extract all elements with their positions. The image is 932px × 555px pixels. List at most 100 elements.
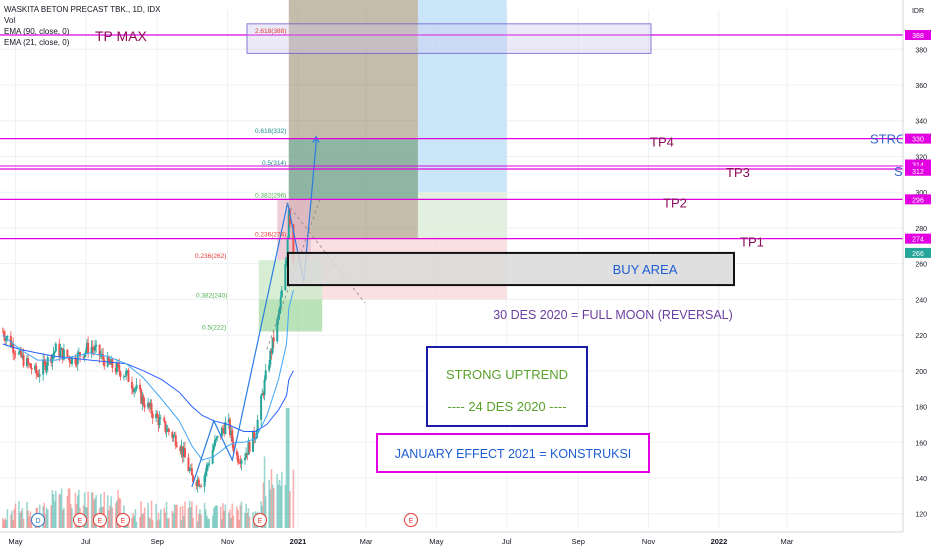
- candle-body: [42, 359, 45, 375]
- indicator-ema-21[interactable]: EMA (21, close, 0): [4, 38, 70, 47]
- trend-arrow: [312, 135, 320, 143]
- event-marker-letter: E: [98, 518, 103, 525]
- volume-bar: [43, 502, 46, 528]
- volume-bar: [26, 501, 28, 528]
- candle-body: [74, 357, 77, 364]
- candle-body: [279, 297, 282, 309]
- candle-body: [156, 413, 159, 418]
- candle-body: [82, 356, 85, 358]
- volume-bar: [52, 494, 55, 528]
- price-badge-label: 312: [912, 169, 924, 176]
- volume-bar: [22, 518, 25, 528]
- volume-bar: [140, 501, 142, 528]
- candle-body: [230, 430, 233, 435]
- event-marker[interactable]: D: [31, 513, 45, 527]
- y-tick-label: 260: [915, 262, 927, 269]
- candle-body: [62, 349, 65, 360]
- event-marker[interactable]: E: [93, 513, 107, 527]
- event-marker-letter: E: [409, 518, 414, 525]
- candle-body: [30, 367, 33, 370]
- candle-body: [164, 421, 167, 432]
- volume-bar: [281, 471, 283, 528]
- candle-body: [77, 352, 80, 354]
- volume-bar: [272, 488, 275, 528]
- candle-body: [200, 485, 203, 487]
- volume-bar: [232, 515, 235, 528]
- volume-bar: [248, 516, 251, 528]
- volume-bar: [155, 503, 157, 528]
- event-marker[interactable]: E: [116, 513, 130, 527]
- volume-bar: [278, 479, 281, 528]
- price-badge: [905, 133, 931, 144]
- volume-bar: [103, 492, 106, 528]
- candle-body: [204, 471, 207, 476]
- volume-bar: [94, 498, 96, 528]
- volume-bar: [156, 520, 159, 528]
- volume-bar: [13, 508, 16, 528]
- event-marker[interactable]: E: [73, 513, 87, 527]
- volume-bar: [276, 474, 279, 528]
- volume-bar: [199, 509, 201, 528]
- volume-bar: [108, 509, 110, 528]
- level-layer: TP MAX TP4 TP3 TP2 TP1: [0, 23, 903, 250]
- candle-body: [59, 349, 62, 357]
- volume-bar: [106, 495, 109, 528]
- level-label-tp1: TP1: [740, 235, 764, 250]
- indicator-vol[interactable]: Vol: [4, 16, 16, 25]
- candle-body: [127, 370, 130, 382]
- volume-bar: [240, 501, 243, 528]
- volume-bar: [195, 505, 198, 528]
- candle-body: [269, 350, 272, 365]
- event-marker[interactable]: E: [253, 513, 267, 527]
- event-marker-letter: E: [121, 518, 126, 525]
- volume-bar: [216, 505, 219, 528]
- volume-bar: [187, 507, 190, 528]
- candle-body: [70, 357, 73, 364]
- volume-bar: [285, 408, 288, 528]
- candle-body: [197, 479, 200, 487]
- candle-body: [79, 352, 82, 357]
- volume-bar: [133, 516, 136, 528]
- volume-bar: [99, 493, 102, 528]
- candle-body: [122, 376, 125, 378]
- volume-bar: [119, 498, 122, 528]
- event-marker[interactable]: E: [404, 513, 418, 527]
- y-tick-label: 180: [915, 405, 927, 412]
- event-marker-letter: D: [35, 518, 40, 525]
- candle-body: [90, 347, 93, 354]
- candle-body: [227, 419, 230, 423]
- time-axis-bg: [0, 532, 932, 550]
- volume-bar: [198, 514, 200, 528]
- candle-body: [232, 442, 235, 452]
- candle-body: [203, 475, 206, 487]
- candle-body: [262, 393, 265, 395]
- currency-label: IDR: [912, 8, 924, 15]
- candle-body: [107, 356, 110, 362]
- candle-body: [238, 462, 241, 464]
- candle-body: [124, 376, 127, 377]
- event-marker-circle: [31, 513, 45, 527]
- candle-body: [237, 455, 240, 463]
- candle-body: [132, 388, 135, 392]
- candle-body: [278, 308, 281, 315]
- candle-body: [213, 439, 216, 446]
- candle-body: [46, 356, 49, 366]
- candle-body: [174, 435, 177, 446]
- candle-body: [220, 428, 223, 437]
- candle-body: [195, 482, 198, 486]
- volume-bar: [189, 507, 192, 528]
- candle-body: [34, 365, 37, 370]
- candle-body: [87, 342, 90, 354]
- candle-body: [99, 355, 102, 357]
- volume-bar: [231, 503, 234, 528]
- indicator-ema-90[interactable]: EMA (90, close, 0): [4, 27, 70, 36]
- fib-label: 2.618(388): [255, 28, 286, 35]
- uptrend-title: STRONG UPTREND: [446, 367, 568, 382]
- volume-bar: [27, 510, 29, 528]
- candle-body: [69, 361, 72, 364]
- candle-body: [142, 396, 145, 405]
- candle-body: [149, 403, 152, 408]
- volume-bar: [239, 504, 242, 528]
